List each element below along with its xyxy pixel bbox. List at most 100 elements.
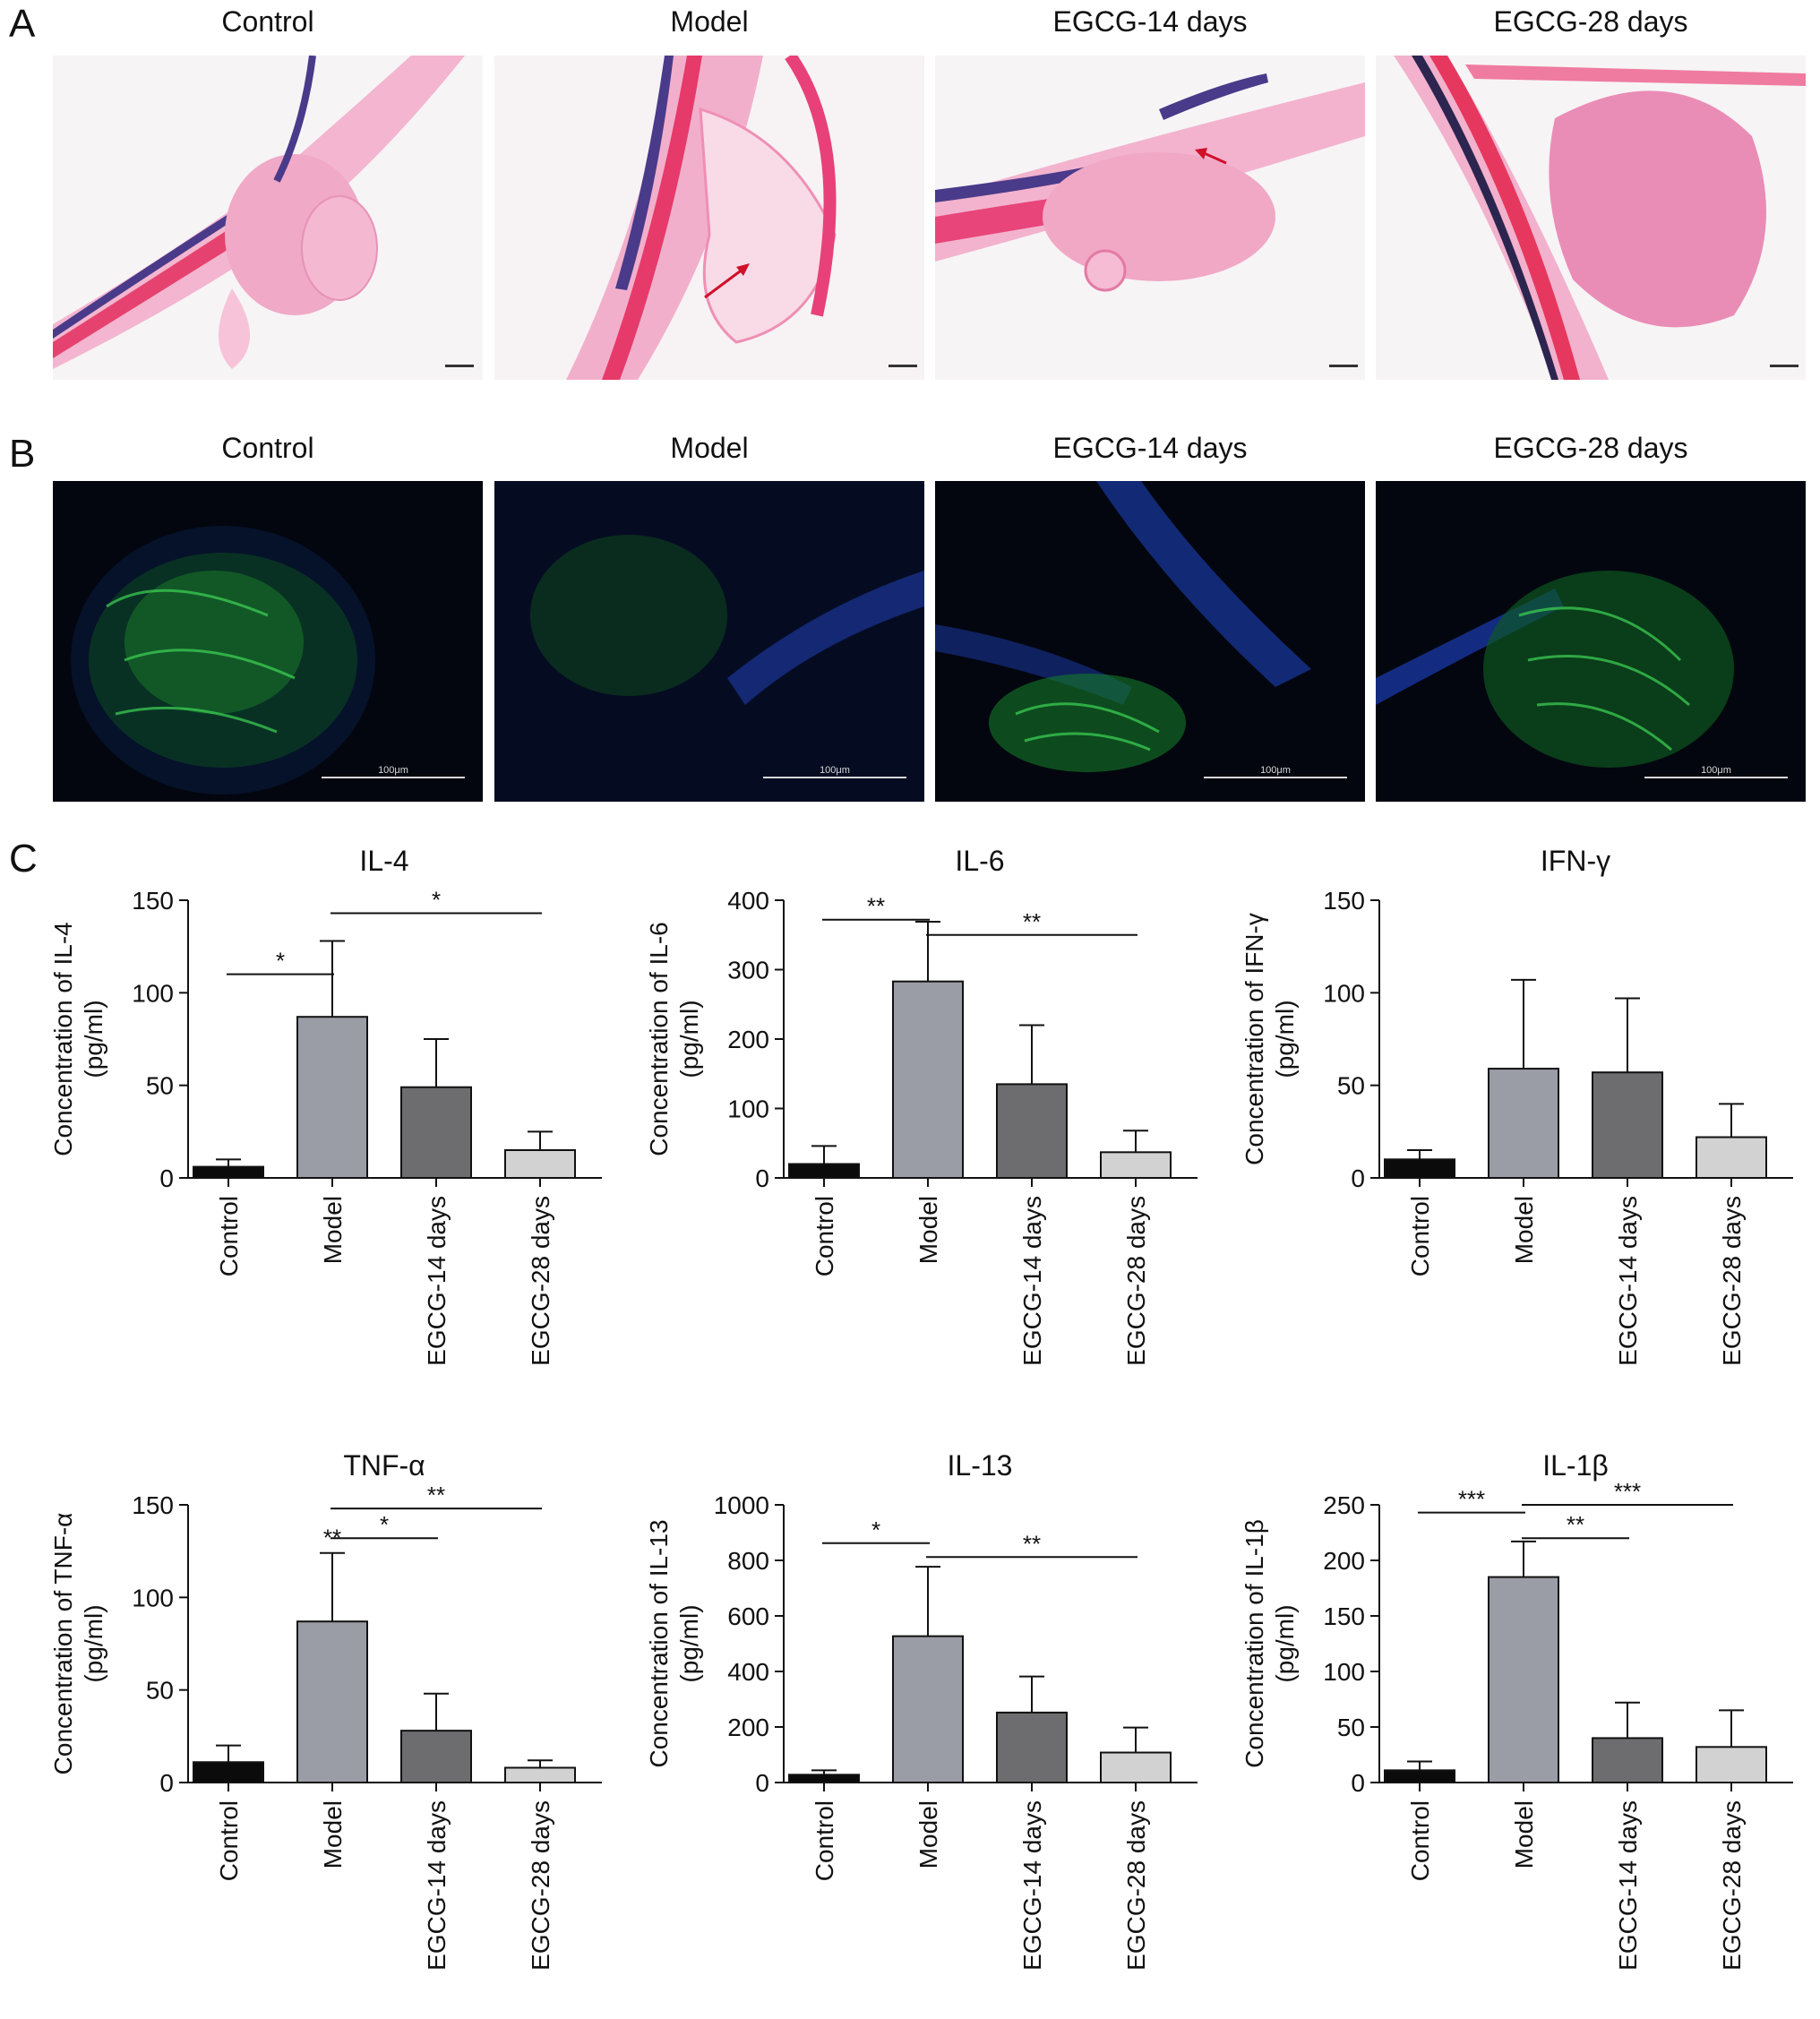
significance-label: * xyxy=(432,886,441,913)
scale-bar-label: 100μm xyxy=(1260,765,1291,776)
x-tick-label: Model xyxy=(319,1196,347,1264)
y-tick-label: 0 xyxy=(1351,1164,1365,1192)
x-tick-label: Control xyxy=(215,1800,243,1881)
il1b-chart: IL-1β 0 50 100 150 200 250 Concentration of IL-… xyxy=(1241,1449,1793,1971)
bar-annotation: ** xyxy=(323,1525,341,1551)
x-tick-label: Control xyxy=(811,1800,838,1881)
y-axis-label-unit: (pg/ml) xyxy=(675,1000,703,1078)
fluorescence-image-egcg14: 100μm xyxy=(935,481,1365,802)
bar xyxy=(1100,1751,1172,1783)
y-tick-label: 50 xyxy=(146,1072,174,1100)
x-tick-label: Control xyxy=(1406,1800,1434,1881)
he-image-control xyxy=(53,56,483,380)
x-tick-label: EGCG-14 days xyxy=(423,1800,451,1971)
he-image-egcg28 xyxy=(1376,56,1806,380)
ifng-chart: IFN-γ 0 50 100 150 Concentration of IFN-γ (pg/… xyxy=(1241,845,1793,1366)
x-tick-label: EGCG-28 days xyxy=(1718,1800,1746,1971)
y-tick-label: 150 xyxy=(1323,1602,1365,1630)
bar xyxy=(892,980,964,1179)
bar xyxy=(1488,1068,1559,1180)
x-tick-label: EGCG-14 days xyxy=(1614,1196,1642,1366)
bar xyxy=(1592,1071,1663,1180)
y-tick-label: 50 xyxy=(146,1677,174,1705)
y-tick-label: 0 xyxy=(1351,1769,1365,1797)
x-tick-label: EGCG-14 days xyxy=(1018,1196,1046,1366)
il6-chart: IL-6 0 100 200 300 400 Concentration of IL-6 (p… xyxy=(645,845,1198,1366)
x-tick-label: Model xyxy=(1510,1196,1538,1264)
y-tick-label: 50 xyxy=(1337,1714,1365,1741)
y-axis-label: Concentration of TNF-α xyxy=(49,1513,77,1775)
x-tick-label: Control xyxy=(215,1196,243,1276)
panel-label-c: C xyxy=(9,837,38,881)
significance-label: ** xyxy=(1023,908,1041,935)
panel-b-label-control: Control xyxy=(221,432,314,464)
x-tick-label: Model xyxy=(914,1800,942,1869)
bar xyxy=(1488,1576,1559,1783)
bar xyxy=(504,1149,576,1179)
y-tick-label: 100 xyxy=(1323,979,1365,1007)
bar xyxy=(400,1086,472,1180)
x-tick-label: EGCG-14 days xyxy=(1614,1800,1642,1971)
y-tick-label: 0 xyxy=(159,1164,174,1192)
chart-title: TNF-α xyxy=(343,1449,425,1482)
y-axis-label: Concentration of IFN-γ xyxy=(1241,913,1268,1165)
panel-a-label-control: Control xyxy=(221,5,314,38)
y-tick-label: 600 xyxy=(727,1602,769,1630)
bar xyxy=(788,1163,860,1179)
y-axis-label-unit: (pg/ml) xyxy=(80,1604,107,1682)
he-image-egcg14 xyxy=(935,56,1365,380)
chart-title: IL-1β xyxy=(1542,1449,1609,1482)
y-axis-label: Concentration of IL-1β xyxy=(1241,1519,1268,1768)
y-tick-label: 200 xyxy=(727,1714,769,1741)
he-image-model xyxy=(494,56,924,380)
bar xyxy=(296,1016,368,1179)
bar xyxy=(400,1730,472,1783)
panel-b-label-egcg14: EGCG-14 days xyxy=(1052,432,1248,464)
y-tick-label: 100 xyxy=(727,1095,769,1123)
panel-b-label-egcg28: EGCG-28 days xyxy=(1493,432,1688,464)
bar xyxy=(892,1635,964,1783)
x-tick-label: EGCG-28 days xyxy=(1718,1196,1746,1366)
scale-bar-label: 100μm xyxy=(1701,765,1731,776)
y-tick-label: 0 xyxy=(159,1769,174,1797)
y-tick-label: 150 xyxy=(132,887,174,915)
x-tick-label: EGCG-14 days xyxy=(1018,1800,1046,1971)
il13-chart: IL-13 0 200 400 600 800 1000 Concentration of I… xyxy=(645,1449,1198,1971)
bar xyxy=(193,1761,264,1783)
chart-title: IL-6 xyxy=(955,845,1004,877)
significance-label: *** xyxy=(1458,1486,1485,1513)
il4-chart: IL-4 0 50 100 150 Concentration of IL-4 (pg/ml… xyxy=(49,845,602,1366)
fluorescence-image-model: 100μm xyxy=(494,481,924,802)
panel-a-label-egcg14: EGCG-14 days xyxy=(1052,5,1248,38)
y-axis-label: Concentration of IL-13 xyxy=(645,1519,673,1767)
y-axis-label-unit: (pg/ml) xyxy=(1271,1604,1299,1682)
x-tick-label: EGCG-28 days xyxy=(527,1196,554,1366)
y-tick-label: 400 xyxy=(727,887,769,915)
x-tick-label: Control xyxy=(1406,1196,1434,1276)
y-tick-label: 150 xyxy=(132,1491,174,1519)
chart-title: IL-13 xyxy=(948,1449,1013,1482)
fluorescence-image-egcg28: 100μm xyxy=(1376,481,1806,802)
bar xyxy=(1592,1737,1663,1783)
chart-title: IFN-γ xyxy=(1541,845,1610,877)
x-tick-label: Model xyxy=(319,1800,347,1869)
x-tick-label: EGCG-28 days xyxy=(527,1800,554,1971)
y-tick-label: 0 xyxy=(755,1769,769,1797)
x-tick-label: Model xyxy=(914,1196,942,1264)
y-axis-label: Concentration of IL-4 xyxy=(49,922,77,1156)
significance-label: *** xyxy=(1614,1478,1641,1505)
bar xyxy=(1696,1746,1767,1784)
y-tick-label: 200 xyxy=(1323,1547,1365,1575)
significance-label: * xyxy=(380,1511,389,1538)
bar xyxy=(296,1620,368,1783)
significance-label: ** xyxy=(867,893,885,920)
bar xyxy=(1100,1151,1172,1180)
panel-label-a: A xyxy=(9,2,36,46)
y-tick-label: 800 xyxy=(727,1547,769,1575)
x-tick-label: EGCG-28 days xyxy=(1122,1196,1150,1366)
significance-label: ** xyxy=(1567,1511,1584,1538)
significance-label: ** xyxy=(427,1482,445,1508)
y-tick-label: 250 xyxy=(1323,1491,1365,1519)
panel-label-b: B xyxy=(9,432,36,476)
significance-label: * xyxy=(276,948,285,975)
